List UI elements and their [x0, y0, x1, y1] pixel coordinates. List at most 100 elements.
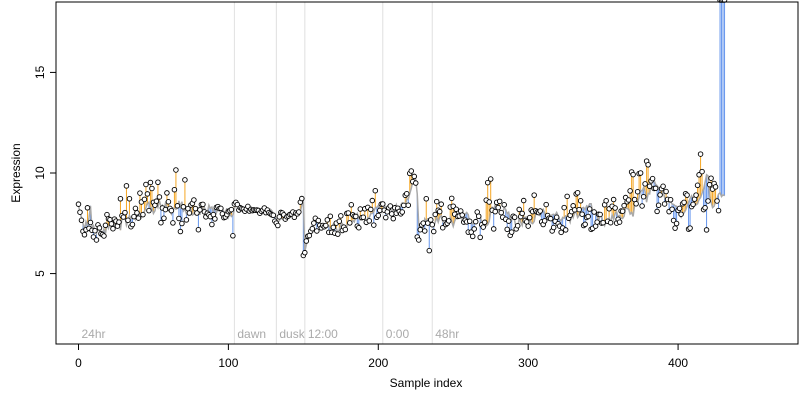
data-point [134, 210, 140, 216]
data-point [690, 201, 696, 208]
data-point [347, 220, 353, 226]
data-point [299, 195, 305, 202]
data-point [672, 225, 678, 231]
data-point [102, 222, 109, 229]
data-point [543, 201, 549, 208]
data-point [120, 214, 127, 220]
data-point [87, 219, 94, 226]
x-axis: 0 100 200 300 400 [75, 344, 688, 370]
data-point [356, 224, 362, 231]
data-point [413, 180, 419, 186]
data-point [200, 201, 206, 208]
data-point [296, 209, 302, 215]
data-point [441, 215, 447, 222]
data-point [327, 213, 334, 220]
section-label: 0:00 [386, 327, 410, 341]
data-point [427, 217, 434, 223]
data-point [639, 203, 645, 209]
plot-frame [55, 1, 799, 345]
data-point [541, 218, 548, 224]
data-point [487, 176, 494, 182]
data-point [525, 223, 531, 229]
data-point [377, 207, 383, 214]
data-point [558, 229, 564, 236]
data-point [714, 198, 720, 204]
data-point [715, 207, 722, 214]
data-point [649, 175, 656, 182]
y-tick-label: 15 [33, 65, 47, 79]
data-point [432, 211, 438, 218]
data-point [303, 238, 310, 244]
data-point [436, 208, 443, 215]
data-point [516, 206, 522, 213]
data-point [197, 207, 203, 213]
data-point [684, 192, 690, 198]
y-axis-title: Expression [9, 143, 23, 202]
data-point [705, 198, 711, 204]
data-point [562, 227, 569, 233]
data-point [117, 196, 124, 202]
data-point [673, 220, 680, 227]
data-point [137, 190, 143, 196]
data-point [422, 228, 428, 234]
data-point [663, 188, 669, 195]
y-tick-label: 5 [33, 270, 47, 277]
data-point [93, 237, 100, 243]
data-point [486, 199, 492, 205]
data-point [408, 168, 415, 174]
y-tick-label: 10 [33, 166, 47, 180]
data-point [621, 202, 627, 209]
data-point [586, 206, 593, 212]
data-point [77, 209, 83, 215]
data-point [143, 181, 149, 188]
data-point [508, 229, 515, 235]
data-point [380, 201, 386, 207]
data-point [387, 203, 394, 209]
data-point [696, 172, 702, 178]
section-dividers: 24hr dawn dusk 12:00 0:00 48hr [81, 2, 459, 344]
data-point [179, 220, 185, 227]
data-point [678, 211, 684, 217]
data-point [681, 199, 687, 206]
data-point [703, 227, 710, 233]
data-point [531, 192, 537, 198]
data-point [603, 198, 609, 204]
x-tick-label: 100 [218, 356, 238, 370]
data-point [492, 208, 498, 215]
data-point [481, 219, 488, 226]
data-point [423, 196, 430, 202]
data-point [164, 190, 170, 196]
x-axis-title: Sample index [390, 376, 463, 390]
data-point [315, 217, 322, 224]
data-point [191, 197, 197, 203]
data-point [694, 182, 701, 189]
data-point [712, 184, 719, 190]
data-point [561, 204, 567, 211]
data-point [490, 226, 497, 232]
data-point [504, 226, 510, 233]
data-point [147, 179, 154, 186]
data-point [171, 186, 178, 193]
data-point [161, 215, 167, 222]
data-point [212, 216, 218, 222]
data-point [116, 219, 122, 225]
data-point [194, 210, 200, 216]
data-point [498, 209, 504, 216]
data-point [96, 225, 103, 231]
data-point [360, 214, 367, 221]
data-point [669, 206, 675, 212]
data-point [571, 207, 578, 213]
data-point [619, 208, 626, 214]
data-point [519, 210, 525, 217]
data-point [469, 233, 476, 240]
data-point [708, 175, 714, 181]
data-point [357, 206, 364, 212]
data-point [585, 213, 591, 220]
data-point [459, 212, 465, 218]
data-point [505, 218, 512, 224]
data-point [108, 221, 115, 227]
data-point [430, 228, 437, 235]
data-point [445, 218, 452, 224]
data-point [655, 202, 662, 208]
